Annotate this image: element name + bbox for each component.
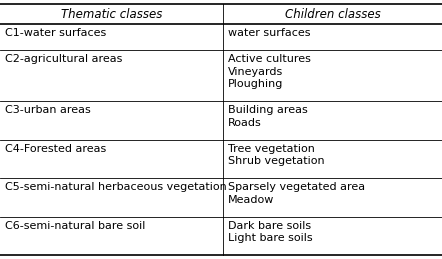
Text: Active cultures: Active cultures: [228, 54, 311, 64]
Text: Dark bare soils: Dark bare soils: [228, 221, 311, 231]
Text: water surfaces: water surfaces: [228, 28, 311, 38]
Text: Ploughing: Ploughing: [228, 79, 284, 89]
Text: Vineyards: Vineyards: [228, 67, 283, 77]
Text: Tree vegetation: Tree vegetation: [228, 144, 315, 154]
Text: C4-Forested areas: C4-Forested areas: [5, 144, 106, 154]
Text: Roads: Roads: [228, 118, 262, 128]
Text: Light bare soils: Light bare soils: [228, 233, 313, 243]
Text: C5-semi-natural herbaceous vegetation: C5-semi-natural herbaceous vegetation: [5, 182, 227, 192]
Text: Meadow: Meadow: [228, 195, 274, 205]
Text: Children classes: Children classes: [285, 8, 381, 21]
Text: C1-water surfaces: C1-water surfaces: [5, 28, 106, 38]
Text: C6-semi-natural bare soil: C6-semi-natural bare soil: [5, 221, 145, 231]
Text: Thematic classes: Thematic classes: [61, 8, 162, 21]
Text: C2-agricultural areas: C2-agricultural areas: [5, 54, 122, 64]
Text: C3-urban areas: C3-urban areas: [5, 105, 91, 115]
Text: Building areas: Building areas: [228, 105, 308, 115]
Text: Shrub vegetation: Shrub vegetation: [228, 156, 325, 166]
Text: Sparsely vegetated area: Sparsely vegetated area: [228, 182, 366, 192]
